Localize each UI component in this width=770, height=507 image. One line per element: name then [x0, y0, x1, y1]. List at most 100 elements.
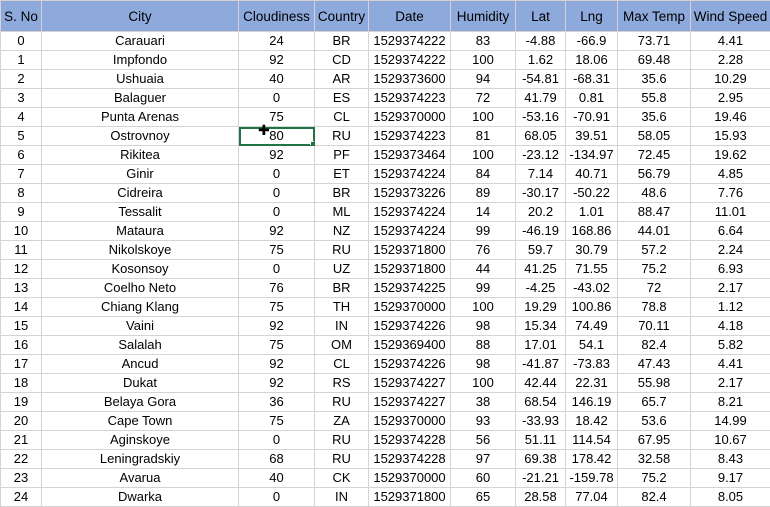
cell-date[interactable]: 1529374224	[369, 203, 451, 222]
cell-lat[interactable]: -30.17	[516, 184, 566, 203]
cell-city[interactable]: Coelho Neto	[42, 279, 239, 298]
cell-cloudiness[interactable]: 75	[239, 336, 315, 355]
cell-wind-speed[interactable]: 19.46	[691, 108, 770, 127]
cell-country[interactable]: ZA	[315, 412, 369, 431]
cell-humidity[interactable]: 100	[451, 51, 516, 70]
cell-cloudiness[interactable]: 0	[239, 488, 315, 507]
cell-sno[interactable]: 9	[1, 203, 42, 222]
cell-lng[interactable]: -43.02	[566, 279, 618, 298]
cell-date[interactable]: 1529370000	[369, 108, 451, 127]
cell-sno[interactable]: 10	[1, 222, 42, 241]
cell-city[interactable]: Balaguer	[42, 89, 239, 108]
cell-humidity[interactable]: 84	[451, 165, 516, 184]
cell-cloudiness[interactable]: 0	[239, 184, 315, 203]
cell-humidity[interactable]: 98	[451, 355, 516, 374]
cell-city[interactable]: Ostrovnoy	[42, 127, 239, 146]
cell-max-temp[interactable]: 75.2	[618, 469, 691, 488]
cell-max-temp[interactable]: 69.48	[618, 51, 691, 70]
header-cell-sno[interactable]: S. No	[1, 1, 42, 32]
cell-cloudiness[interactable]: 75	[239, 108, 315, 127]
cell-sno[interactable]: 8	[1, 184, 42, 203]
cell-date[interactable]: 1529370000	[369, 298, 451, 317]
cell-city[interactable]: Rikitea	[42, 146, 239, 165]
cell-date[interactable]: 1529374223	[369, 89, 451, 108]
cell-lng[interactable]: 77.04	[566, 488, 618, 507]
cell-city[interactable]: Cape Town	[42, 412, 239, 431]
cell-wind-speed[interactable]: 4.18	[691, 317, 770, 336]
cell-date[interactable]: 1529370000	[369, 412, 451, 431]
cell-humidity[interactable]: 100	[451, 374, 516, 393]
cell-city[interactable]: Vaini	[42, 317, 239, 336]
header-cell-lng[interactable]: Lng	[566, 1, 618, 32]
cell-humidity[interactable]: 72	[451, 89, 516, 108]
cell-cloudiness[interactable]: 0	[239, 203, 315, 222]
header-cell-humidity[interactable]: Humidity	[451, 1, 516, 32]
cell-max-temp[interactable]: 70.11	[618, 317, 691, 336]
cell-country[interactable]: ET	[315, 165, 369, 184]
cell-sno[interactable]: 1	[1, 51, 42, 70]
cell-lat[interactable]: 41.79	[516, 89, 566, 108]
cell-wind-speed[interactable]: 19.62	[691, 146, 770, 165]
cell-date[interactable]: 1529374225	[369, 279, 451, 298]
cell-humidity[interactable]: 100	[451, 146, 516, 165]
cell-wind-speed[interactable]: 2.28	[691, 51, 770, 70]
cell-lat[interactable]: 41.25	[516, 260, 566, 279]
header-cell-date[interactable]: Date	[369, 1, 451, 32]
cell-lat[interactable]: 20.2	[516, 203, 566, 222]
cell-sno[interactable]: 19	[1, 393, 42, 412]
cell-max-temp[interactable]: 55.98	[618, 374, 691, 393]
cell-sno[interactable]: 5	[1, 127, 42, 146]
cell-country[interactable]: IN	[315, 488, 369, 507]
cell-lat[interactable]: -33.93	[516, 412, 566, 431]
cell-sno[interactable]: 4	[1, 108, 42, 127]
cell-city[interactable]: Leningradskiy	[42, 450, 239, 469]
cell-country[interactable]: RU	[315, 431, 369, 450]
cell-city[interactable]: Nikolskoye	[42, 241, 239, 260]
cell-max-temp[interactable]: 82.4	[618, 336, 691, 355]
cell-date[interactable]: 1529374228	[369, 450, 451, 469]
cell-cloudiness[interactable]: 92	[239, 51, 315, 70]
cell-cloudiness[interactable]: 92	[239, 374, 315, 393]
cell-wind-speed[interactable]: 4.41	[691, 355, 770, 374]
cell-sno[interactable]: 20	[1, 412, 42, 431]
cell-max-temp[interactable]: 65.7	[618, 393, 691, 412]
cell-max-temp[interactable]: 73.71	[618, 32, 691, 51]
cell-city[interactable]: Mataura	[42, 222, 239, 241]
cell-lat[interactable]: 19.29	[516, 298, 566, 317]
cell-date[interactable]: 1529371800	[369, 241, 451, 260]
cell-lat[interactable]: -46.19	[516, 222, 566, 241]
cell-lng[interactable]: -159.78	[566, 469, 618, 488]
cell-city[interactable]: Impfondo	[42, 51, 239, 70]
cell-wind-speed[interactable]: 4.41	[691, 32, 770, 51]
cell-cloudiness[interactable]: 0	[239, 260, 315, 279]
cell-date[interactable]: 1529373464	[369, 146, 451, 165]
cell-wind-speed[interactable]: 10.29	[691, 70, 770, 89]
cell-lat[interactable]: 1.62	[516, 51, 566, 70]
cell-country[interactable]: RS	[315, 374, 369, 393]
cell-city[interactable]: Salalah	[42, 336, 239, 355]
cell-city[interactable]: Dwarka	[42, 488, 239, 507]
cell-sno[interactable]: 11	[1, 241, 42, 260]
cell-max-temp[interactable]: 58.05	[618, 127, 691, 146]
cell-lat[interactable]: 51.11	[516, 431, 566, 450]
cell-lat[interactable]: 68.05	[516, 127, 566, 146]
cell-country[interactable]: BR	[315, 32, 369, 51]
header-cell-city[interactable]: City	[42, 1, 239, 32]
cell-lng[interactable]: 40.71	[566, 165, 618, 184]
cell-date[interactable]: 1529371800	[369, 260, 451, 279]
cell-date[interactable]: 1529371800	[369, 488, 451, 507]
cell-cloudiness[interactable]: 40	[239, 70, 315, 89]
cell-date[interactable]: 1529374227	[369, 374, 451, 393]
header-cell-cloudiness[interactable]: Cloudiness	[239, 1, 315, 32]
cell-lat[interactable]: -23.12	[516, 146, 566, 165]
cell-country[interactable]: RU	[315, 127, 369, 146]
cell-sno[interactable]: 7	[1, 165, 42, 184]
cell-cloudiness[interactable]: 0	[239, 165, 315, 184]
cell-humidity[interactable]: 100	[451, 298, 516, 317]
cell-date[interactable]: 1529374224	[369, 222, 451, 241]
cell-wind-speed[interactable]: 8.21	[691, 393, 770, 412]
cell-lat[interactable]: 17.01	[516, 336, 566, 355]
cell-date[interactable]: 1529374228	[369, 431, 451, 450]
cell-lng[interactable]: -73.83	[566, 355, 618, 374]
cell-date[interactable]: 1529373600	[369, 70, 451, 89]
